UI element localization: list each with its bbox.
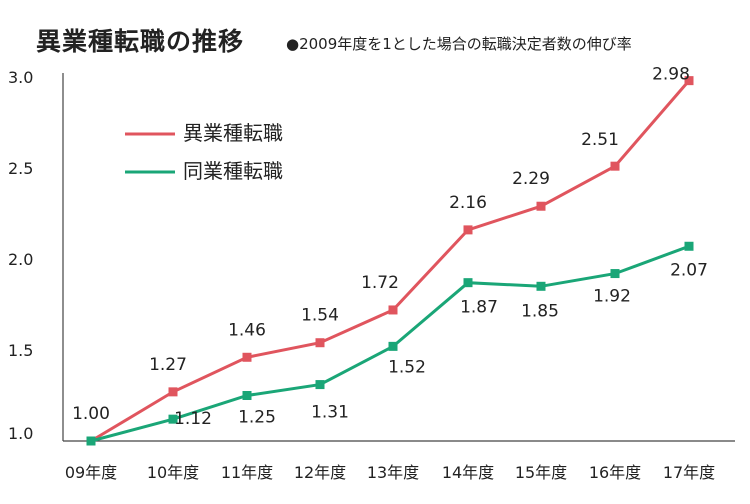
data-point — [463, 278, 473, 288]
data-label: 1.46 — [228, 320, 266, 340]
data-point — [610, 269, 620, 279]
data-label: 1.00 — [72, 404, 110, 424]
data-point — [388, 305, 398, 315]
data-point — [315, 380, 325, 390]
x-tick-label: 09年度 — [65, 463, 117, 482]
data-point — [168, 414, 178, 424]
data-point — [168, 387, 178, 397]
y-tick-label: 3.0 — [8, 68, 33, 87]
data-label: 2.51 — [581, 130, 619, 150]
x-tick-label: 11年度 — [221, 463, 273, 482]
data-label: 1.31 — [311, 403, 349, 423]
data-point — [242, 352, 252, 362]
data-point — [684, 76, 694, 86]
data-label: 1.54 — [301, 306, 339, 326]
data-point — [463, 225, 473, 235]
data-label: 1.85 — [521, 301, 559, 321]
data-label: 2.07 — [670, 260, 708, 280]
data-point — [536, 201, 546, 211]
x-tick-label: 15年度 — [515, 463, 567, 482]
y-tick-label: 1.5 — [8, 341, 33, 360]
x-tick-label: 14年度 — [442, 463, 494, 482]
data-label: 1.12 — [174, 409, 212, 429]
data-label: 1.72 — [361, 273, 399, 293]
legend-label: 異業種転職 — [183, 121, 283, 145]
data-point — [610, 161, 620, 171]
data-label: 1.92 — [593, 287, 631, 307]
y-tick-label: 2.5 — [8, 159, 33, 178]
data-label: 2.98 — [652, 65, 690, 85]
x-tick-label: 12年度 — [294, 463, 346, 482]
y-tick-label: 1.0 — [8, 424, 33, 443]
data-label: 2.16 — [449, 193, 487, 213]
y-tick-label: 2.0 — [8, 250, 33, 269]
data-point — [315, 338, 325, 348]
data-label: 2.29 — [512, 169, 550, 189]
chart-subtitle: ●2009年度を1とした場合の転職決定者数の伸び率 — [286, 35, 632, 53]
data-label: 1.27 — [149, 355, 187, 375]
data-point — [86, 436, 96, 446]
data-label: 1.25 — [238, 408, 276, 428]
legend-label: 同業種転職 — [183, 159, 283, 183]
x-tick-label: 13年度 — [367, 463, 419, 482]
data-label: 1.87 — [460, 298, 498, 318]
x-tick-label: 17年度 — [663, 463, 715, 482]
data-point — [536, 281, 546, 291]
data-label: 1.52 — [388, 357, 426, 377]
chart-title: 異業種転職の推移 — [36, 27, 245, 56]
x-tick-label: 16年度 — [589, 463, 641, 482]
data-point — [388, 341, 398, 351]
x-tick-label: 10年度 — [147, 463, 199, 482]
data-point — [242, 391, 252, 400]
data-point — [684, 241, 694, 251]
